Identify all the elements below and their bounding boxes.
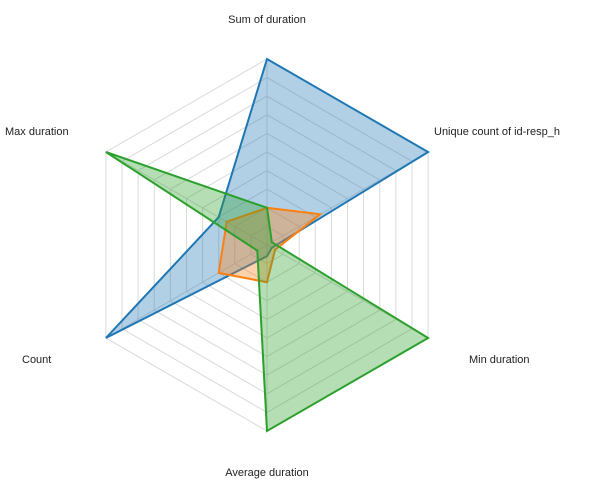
axis-label-0: Sum of duration xyxy=(228,14,306,26)
axis-label-4: Count xyxy=(22,354,51,366)
axis-label-5: Max duration xyxy=(5,126,69,138)
axis-spoke-4 xyxy=(105,244,268,339)
axis-label-1: Unique count of id-resp_h xyxy=(434,126,560,138)
series-2-area xyxy=(105,151,431,433)
axis-label-2: Min duration xyxy=(469,354,530,366)
series-0-area xyxy=(105,57,431,339)
radar-axis-labels: Sum of duration Unique count of id-resp_h… xyxy=(5,14,560,479)
series-1-area xyxy=(217,206,323,284)
axis-label-3: Average duration xyxy=(225,467,309,479)
radar-series xyxy=(105,57,431,433)
axis-spoke-5 xyxy=(105,151,268,246)
